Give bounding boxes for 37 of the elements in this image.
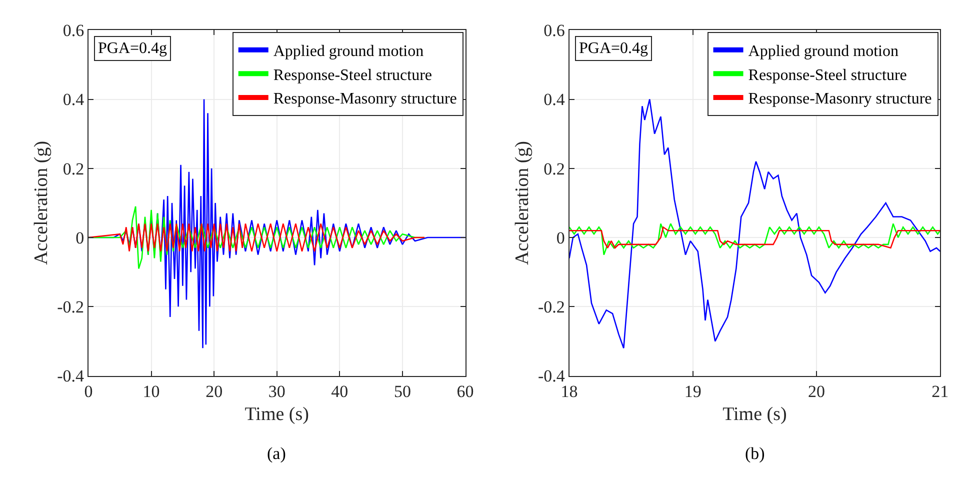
y-tick-label: 0.2 bbox=[62, 159, 84, 178]
x-tick-label: 20 bbox=[206, 382, 223, 402]
y-tick-label: -0.2 bbox=[57, 298, 84, 317]
y-tick-label: 0.4 bbox=[544, 90, 566, 110]
line-series bbox=[88, 223, 426, 252]
x-tick-label: 10 bbox=[142, 382, 160, 402]
x-axis-title: Time (s) bbox=[244, 404, 309, 425]
y-tick-label: 0.4 bbox=[62, 90, 85, 110]
y-tick-label: -0.2 bbox=[538, 298, 565, 317]
legend-label: Response-Masonry structure bbox=[273, 90, 457, 108]
x-tick-label: 30 bbox=[268, 382, 286, 402]
y-tick-label: 0 bbox=[76, 228, 84, 248]
annotation: PGA=0.4g bbox=[579, 40, 648, 57]
x-tick-label: 50 bbox=[394, 382, 411, 402]
x-tick-label: 40 bbox=[331, 382, 348, 402]
x-tick-label: 19 bbox=[684, 382, 702, 402]
x-tick-label: 60 bbox=[456, 382, 474, 402]
text: (b) bbox=[745, 444, 765, 463]
x-axis-title: Time (s) bbox=[722, 404, 787, 425]
legend-label: Applied ground motion bbox=[273, 43, 424, 60]
y-tick-label: 0.2 bbox=[544, 159, 565, 178]
x-tick-label: 20 bbox=[808, 382, 826, 402]
legend-label: Response-Steel structure bbox=[748, 66, 907, 84]
legend-label: Response-Masonry structure bbox=[748, 90, 932, 108]
y-tick-label: -0.4 bbox=[57, 366, 85, 386]
legend-label: Applied ground motion bbox=[748, 43, 898, 60]
y-tick-label: 0.6 bbox=[544, 21, 565, 40]
legend-label: Response-Steel structure bbox=[273, 66, 432, 84]
annotation: PGA=0.4g bbox=[98, 40, 168, 57]
x-tick-label: 21 bbox=[932, 382, 949, 402]
line-series bbox=[569, 223, 940, 256]
y-tick-label: 0.6 bbox=[62, 21, 84, 40]
line-series bbox=[569, 226, 940, 249]
y-tick-label: 0 bbox=[556, 228, 565, 248]
text: (a) bbox=[267, 444, 286, 463]
y-axis-title: Acceleration (g) bbox=[31, 140, 52, 265]
y-axis-title: Acceleration (g) bbox=[512, 140, 533, 265]
